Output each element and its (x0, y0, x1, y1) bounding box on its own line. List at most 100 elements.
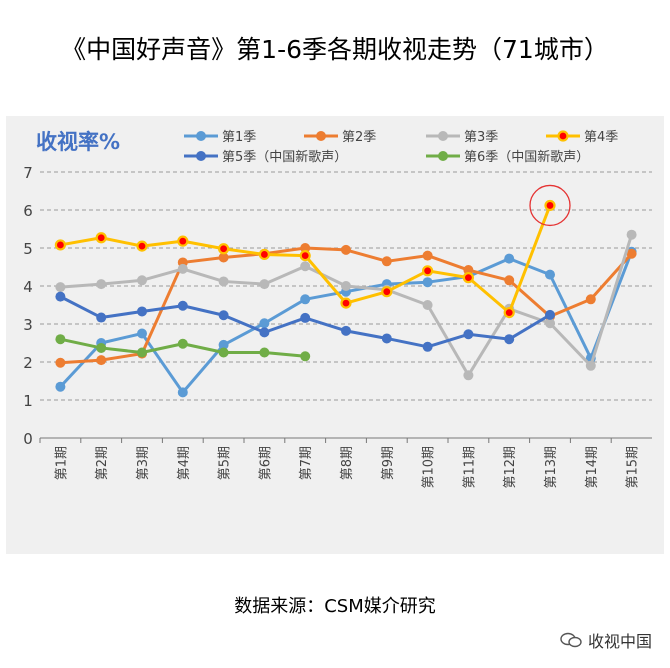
series-point (462, 272, 474, 284)
series-point (259, 327, 270, 338)
x-tick-label: 第4期 (177, 446, 192, 480)
series-point (96, 279, 107, 290)
x-tick-label: 第7期 (299, 446, 314, 480)
y-axis-label: 收视率% (36, 130, 120, 154)
x-tick-label: 第5期 (218, 446, 233, 480)
x-tick-label: 第12期 (503, 446, 518, 489)
series-point (54, 239, 67, 251)
legend-label: 第5季（中国新歌声） (222, 149, 347, 165)
legend-swatch-marker (196, 131, 206, 141)
y-tick-label: 2 (23, 354, 33, 372)
data-source-note: 数据来源：CSM媒介研究 (234, 596, 436, 617)
series-point (218, 310, 229, 321)
series-point (55, 357, 66, 368)
series-point (177, 263, 188, 274)
series-point (96, 342, 107, 353)
series-point (258, 248, 270, 261)
series-point (381, 333, 392, 344)
y-tick-label: 6 (23, 202, 33, 220)
series-point (341, 325, 351, 336)
series-point (218, 252, 229, 263)
y-tick-label: 0 (23, 430, 33, 448)
series-point (585, 294, 596, 305)
x-tick-label: 第6期 (258, 446, 273, 480)
series-point (463, 329, 474, 340)
series-point (341, 281, 351, 291)
series-point (300, 243, 311, 253)
legend-label: 第3季 (464, 130, 498, 145)
legend-label: 第4季 (584, 130, 618, 145)
series-point (218, 276, 229, 287)
x-tick-label: 第1期 (54, 446, 69, 480)
x-tick-label: 第8期 (340, 446, 355, 480)
series-point (504, 253, 515, 264)
series-point (504, 275, 515, 286)
series-point (340, 297, 352, 309)
series-point (137, 328, 147, 339)
series-point (463, 370, 474, 381)
series-point (95, 232, 107, 244)
series-point (545, 309, 555, 320)
legend-label: 第1季 (222, 130, 256, 145)
legend-label: 第6季（中国新歌声） (464, 149, 589, 165)
y-tick-label: 5 (23, 240, 33, 258)
y-tick-label: 7 (23, 164, 33, 182)
series-point (544, 199, 556, 212)
series-point (422, 265, 434, 277)
line-chart: 0 1 2 3 4 5 6 7 第1期 第2期 第3期 第4期 第5期 第6期 第7期 第8期 第9期 第10期 第… (23, 130, 652, 489)
series-point (463, 265, 474, 276)
chart-panel: 0 1 2 3 4 5 6 7 第1期 第2期 第3期 第4期 第5期 第6期 第7期 第8期 第9期 第10期 第… (6, 116, 664, 554)
series-point (55, 282, 66, 293)
series-point (55, 381, 66, 392)
x-tick-label: 第9期 (381, 446, 396, 480)
watermark: 收视中国 (560, 628, 652, 652)
series-point (218, 347, 229, 358)
x-tick-label: 第2期 (95, 446, 110, 480)
series-point (218, 339, 229, 350)
series-point (503, 307, 515, 319)
series-point (585, 360, 596, 371)
x-tick-label: 第15期 (626, 446, 641, 489)
series-point (177, 338, 188, 349)
series-point (299, 250, 311, 262)
series-point (177, 300, 188, 311)
x-tick-label: 第3期 (136, 446, 151, 480)
series-point (381, 286, 393, 298)
legend-swatch-marker (196, 151, 206, 161)
series-point (259, 318, 270, 329)
series-point (381, 256, 392, 267)
highlight-circle (529, 184, 571, 227)
series-point (545, 269, 555, 280)
legend-label: 第2季 (342, 130, 376, 145)
series-point (177, 387, 188, 398)
series-point (137, 306, 147, 317)
series-point (300, 261, 311, 272)
series-point (300, 312, 311, 323)
series-point (137, 347, 147, 358)
series-point (259, 347, 270, 358)
y-tick-label: 1 (23, 392, 33, 410)
legend-swatch-marker (438, 151, 448, 161)
series-point (300, 294, 311, 305)
y-tick-label: 4 (23, 278, 33, 296)
series-point (422, 250, 433, 261)
series-point (545, 318, 555, 329)
series-point (96, 355, 107, 366)
x-tick-label: 第14期 (585, 446, 600, 489)
series-point (300, 351, 311, 362)
legend-swatch-marker (316, 131, 326, 141)
x-tick-label: 第10期 (422, 446, 437, 489)
y-tick-label: 3 (23, 316, 33, 334)
series-point (55, 334, 66, 345)
watermark-text: 收视中国 (587, 632, 652, 651)
series-point (55, 291, 66, 302)
series-point (504, 334, 515, 345)
x-tick-label: 第11期 (462, 446, 477, 489)
series-point (218, 243, 230, 255)
series-point (626, 248, 637, 259)
legend-swatch-marker (438, 131, 448, 141)
series-point (137, 275, 147, 286)
series-point (422, 341, 433, 352)
page-title: 《中国好声音》第1-6季各期收视走势（71城市） (61, 35, 609, 64)
series-point (626, 229, 637, 240)
